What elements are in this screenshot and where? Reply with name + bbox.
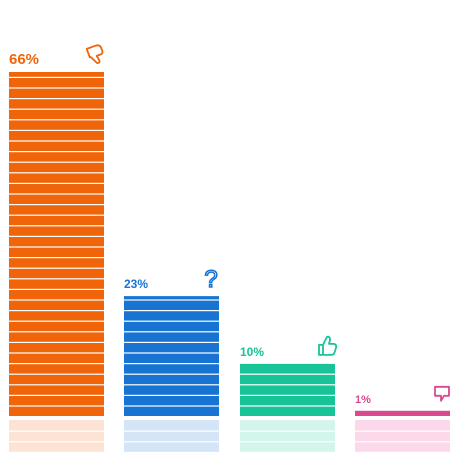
bar-reflection [240,420,335,452]
thumbs-down-icon [85,44,104,65]
bar-stripe [9,394,104,396]
bar-stripe [240,373,335,375]
bar-stripe [9,108,104,110]
bar-stripe [9,98,104,100]
reflection-stripe [9,451,104,453]
reflection-stripe [240,451,335,453]
reflection-stripe [355,441,450,443]
bar-stripe [124,341,219,343]
reflection-stripe [124,451,219,453]
thumbs-up-icon [318,335,338,356]
reflection-stripe [240,441,335,443]
bar-stripe [9,119,104,121]
bar-stripe [9,373,104,375]
bar-stripe [9,384,104,386]
reflection-stripe [9,430,104,432]
bar-stripe [9,405,104,407]
bar-stripe [124,373,219,375]
reflection-stripe [124,441,219,443]
bar-stripe [124,352,219,354]
reflection-stripe [9,441,104,443]
reflection-stripe [355,451,450,453]
data-label: 66% [9,51,39,68]
bar-stripe [9,235,104,237]
reflection-stripe [355,430,450,432]
bar-stripe [9,87,104,89]
bar-stripe [9,310,104,312]
svg-text:?: ? [204,266,217,293]
bar-stripe [9,341,104,343]
question-mark-icon: ? [204,265,219,294]
bar-stripe [240,405,335,407]
bar-reflection [9,420,104,452]
bar-stripe [9,299,104,301]
bar-stripe [9,151,104,153]
bar-stripe [240,394,335,396]
bar-stripe [9,193,104,195]
reflection-stripe [124,430,219,432]
bar [240,363,335,416]
bar-stripe [9,331,104,333]
bar-stripe [240,384,335,386]
bar-reflection [355,420,450,452]
bar-stripe [9,214,104,216]
bar-stripe [124,320,219,322]
bar-stripe [9,140,104,142]
data-label: 1% [355,394,371,406]
bar-reflection [124,420,219,452]
bar-stripe [124,331,219,333]
bar-stripe [9,288,104,290]
bar-stripe [9,363,104,365]
bar [355,410,450,416]
bar [124,296,219,416]
bar-stripe [9,182,104,184]
bar-stripe [124,384,219,386]
bar-stripe [9,225,104,227]
bar [9,72,104,416]
bar-stripe [9,278,104,280]
reflection-stripe [240,430,335,432]
bar-stripe [9,320,104,322]
bar-stripe [9,76,104,78]
bar-stripe [9,267,104,269]
bar-stripe [124,310,219,312]
data-label: 10% [240,345,264,359]
bar-stripe [9,129,104,131]
bar-stripe [9,257,104,259]
bar-stripe [124,299,219,301]
speech-bubble-icon [434,385,450,402]
bar-stripe [124,363,219,365]
bar-stripe [124,394,219,396]
bar-stripe [9,161,104,163]
bar-stripe [9,352,104,354]
bar-stripe [9,204,104,206]
bar-stripe [9,172,104,174]
bar-stripe [9,246,104,248]
bar-stripe [124,405,219,407]
data-label: 23% [124,277,148,291]
